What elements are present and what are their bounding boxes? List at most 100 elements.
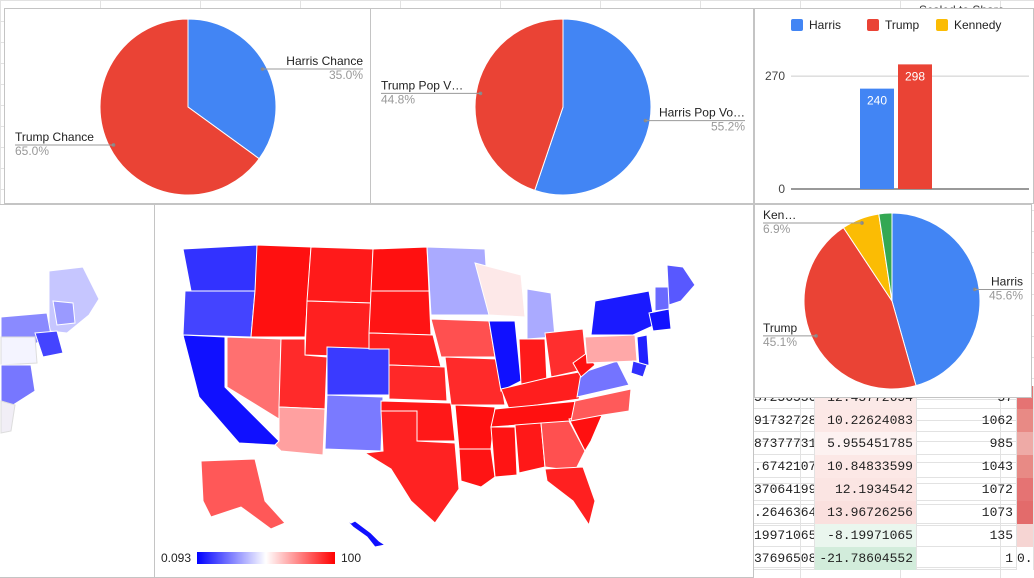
electoral-bar-chart: Harris Trump Kennedy 0 270 240 298 <box>765 18 1029 196</box>
slice-percent-label: 45.1% <box>763 335 797 349</box>
three-way-pie-card[interactable]: Harris 45.6% Trump 45.1% Ken… 6.9% <box>754 204 1032 398</box>
scale-min-label: 0.093 <box>161 551 191 565</box>
table-cell[interactable]: 10.22624083 <box>815 409 917 432</box>
table-cell[interactable] <box>1017 409 1034 432</box>
table-cell[interactable]: 91732728 <box>754 409 815 432</box>
table-cell[interactable]: 5.955451785 <box>815 432 917 455</box>
us-map-card[interactable]: 0.093 100 <box>154 204 754 578</box>
table-row[interactable]: 37696508 -21.78604552 1 0. <box>754 547 1034 570</box>
table-cell[interactable]: 1062 <box>917 409 1017 432</box>
slice-label: Harris Chance <box>286 54 363 68</box>
pie-slice-harris[interactable] <box>891 212 981 387</box>
table-cell[interactable]: -8.19971065 <box>815 524 917 547</box>
state-illinois <box>488 320 522 392</box>
us-map-svg: 0.093 100 <box>161 244 696 565</box>
slice-percent-label: 35.0% <box>329 68 363 82</box>
table-cell[interactable]: .2646364 <box>754 501 815 524</box>
state-vermont <box>654 286 670 312</box>
table-row[interactable]: 37064199 12.1934542 1072 <box>754 478 1034 501</box>
region-ne-c <box>0 336 38 366</box>
pie-slice-slice-3[interactable] <box>878 212 893 302</box>
table-cell[interactable]: -21.78604552 <box>815 547 917 570</box>
state-arizona <box>274 406 326 456</box>
table-cell[interactable] <box>1017 524 1034 547</box>
state-oregon <box>182 290 256 338</box>
table-cell[interactable]: .6742107 <box>754 455 815 478</box>
table-cell[interactable]: 985 <box>917 432 1017 455</box>
chance-pie-card[interactable]: Harris Chance 35.0% Trump Chance 65.0% <box>4 8 372 204</box>
slice-percent-label: 55.2% <box>711 120 745 134</box>
slice-percent-label: 65.0% <box>15 144 49 158</box>
table-cell[interactable]: 1 <box>917 547 1017 570</box>
legend-label-kennedy[interactable]: Kennedy <box>954 18 1001 32</box>
table-cell[interactable]: 19971065 <box>754 524 815 547</box>
table-row[interactable]: .2646364 13.96726256 1073 <box>754 501 1034 524</box>
table-cell[interactable]: 0. <box>1017 547 1034 570</box>
table-cell[interactable]: 37696508 <box>754 547 815 570</box>
leader-dot <box>814 334 818 338</box>
pie-slice-harris-pop-vo[interactable] <box>534 18 652 196</box>
table-cell[interactable] <box>1017 432 1034 455</box>
y-tick-label: 270 <box>765 69 785 83</box>
table-cell[interactable] <box>1017 478 1034 501</box>
state-louisiana <box>458 448 496 488</box>
pie-slice-trump[interactable] <box>803 226 917 390</box>
slice-label: Harris <box>991 274 1023 288</box>
slice-label: Trump Chance <box>15 130 94 144</box>
slice-label: Harris Pop Vo… <box>659 106 745 120</box>
legend-label-harris[interactable]: Harris <box>809 18 841 32</box>
popular-vote-pie-chart: Harris Pop Vo…55.2% Trump Pop V…44.8% <box>381 18 745 196</box>
table-cell[interactable]: 135 <box>917 524 1017 547</box>
table-row[interactable]: 87377731 5.955451785 985 <box>754 432 1034 455</box>
pie-slice-harris-chance[interactable] <box>187 18 277 160</box>
table-cell[interactable]: 87377731 <box>754 432 815 455</box>
bar-trump[interactable] <box>898 64 932 189</box>
table-row[interactable]: 91732728 10.22624083 1062 <box>754 409 1034 432</box>
partial-map-card[interactable] <box>0 204 156 578</box>
table-cell[interactable]: 1043 <box>917 455 1017 478</box>
state-georgia <box>540 420 586 472</box>
bar-harris[interactable] <box>860 88 894 189</box>
table-cell[interactable]: 37064199 <box>754 478 815 501</box>
legend-swatch-harris <box>791 19 803 31</box>
table-cell[interactable]: 1073 <box>917 501 1017 524</box>
popular-vote-pie-card[interactable]: Harris Pop Vo… 55.2% Trump Pop V… 44.8% <box>370 8 754 204</box>
slice-percent-label: 44.8% <box>381 92 415 106</box>
table-cell[interactable] <box>1017 455 1034 478</box>
slice-percent-label: 6.9% <box>763 222 791 236</box>
table-cell[interactable]: 10.84833599 <box>815 455 917 478</box>
state-washington <box>182 244 258 292</box>
table-cell[interactable]: 1072 <box>917 478 1017 501</box>
state-north-carolina <box>570 388 632 422</box>
state-massachusetts <box>648 308 672 332</box>
table-row[interactable]: 19971065 -8.19971065 135 <box>754 524 1034 547</box>
pie-slice-trump-pop-v[interactable] <box>474 18 564 191</box>
legend-swatch-kennedy <box>936 19 948 31</box>
state-kansas <box>388 364 448 402</box>
state-alabama <box>514 422 546 474</box>
pie-slice-trump-chance[interactable] <box>99 18 260 196</box>
electoral-bar-card[interactable]: Harris Trump Kennedy 0 270 240 298 <box>754 8 1034 204</box>
table-cell[interactable]: 13.96726256 <box>815 501 917 524</box>
legend-label-trump[interactable]: Trump <box>885 18 920 32</box>
state-new-mexico <box>324 394 384 452</box>
region-ne-g <box>0 400 16 434</box>
table-cell[interactable] <box>1017 501 1034 524</box>
state-new-jersey <box>636 334 650 368</box>
table-cell[interactable]: 12.1934542 <box>815 478 917 501</box>
state-south-dakota <box>368 290 432 336</box>
region-ne-d <box>34 330 64 358</box>
scale-max-label: 100 <box>341 551 361 565</box>
bar-value-label-harris: 240 <box>867 94 887 108</box>
slice-label: Ken… <box>763 208 796 222</box>
table-row[interactable]: .6742107 10.84833599 1043 <box>754 455 1034 478</box>
state-colorado <box>326 346 390 396</box>
leader-dot <box>860 221 864 225</box>
spreadsheet-table: 5725655612.45772654579173272810.22624083… <box>754 386 1034 578</box>
slice-label: Trump <box>763 321 798 335</box>
legend-swatch-trump <box>867 19 879 31</box>
region-ne-f <box>0 364 36 406</box>
state-mississippi <box>490 426 518 478</box>
region-ne-e <box>52 300 76 326</box>
